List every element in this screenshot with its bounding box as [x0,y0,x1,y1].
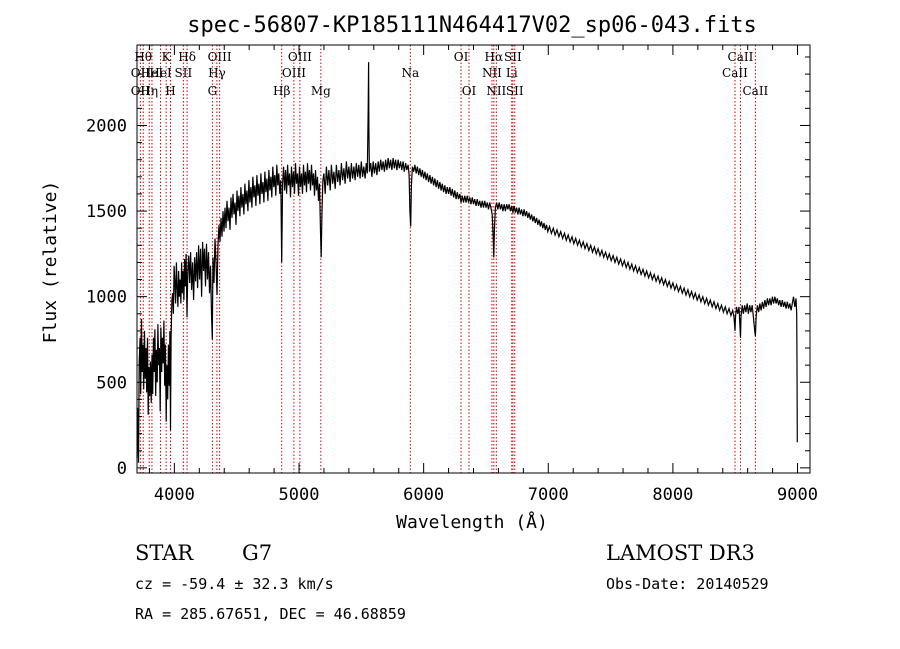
x-tick-label: 4000 [154,485,195,505]
axis-ticks [137,45,810,473]
line-marker-label: HeI [141,66,164,80]
line-marker-label: Hθ [134,50,152,64]
line-marker-label: NII [482,66,502,80]
line-marker-label: G [208,84,218,98]
line-markers [139,45,756,473]
coordinates-text: RA = 285.67651, DEC = 46.68859 [135,605,406,623]
line-marker-labels: HθOIIOIIHηHeIHeIKHSIIHδGHγOIIIHβOIIIOIII… [131,50,769,98]
redshift-text: cz = -59.4 ± 32.3 km/s [135,575,334,593]
line-marker-label: CaII [722,66,748,80]
line-marker-label: OIII [208,50,232,64]
chart-title: spec-56807-KP185111N464417V02_sp06-043.f… [187,13,757,38]
line-marker-label: OII [131,66,151,80]
y-tick-label: 0 [117,459,127,479]
line-marker-label: Mg [311,84,331,98]
line-marker-label: OI [462,84,477,98]
x-tick-label: 6000 [403,485,444,505]
object-class: STAR [135,541,194,565]
line-marker-label: Hγ [208,66,226,80]
y-tick-label: 1000 [86,288,127,308]
line-marker-label: Na [401,66,419,80]
line-marker-label: OI [454,50,469,64]
line-marker-label: Hβ [273,84,290,98]
line-marker-label: OIII [282,66,306,80]
line-marker-label: HeI [149,66,172,80]
line-marker-label: CaII [742,84,768,98]
x-axis-label: Wavelength (Å) [396,511,548,533]
line-marker-label: SII [175,66,193,80]
line-marker-label: Hη [140,84,158,98]
line-marker-label: Hα [485,50,504,64]
y-axis-label: Flux (relative) [40,181,61,344]
survey-name: LAMOST DR3 [606,541,755,565]
line-marker-label: SII [506,84,524,98]
y-tick-label: 1500 [86,202,127,222]
line-marker-label: OIII [288,50,312,64]
x-tick-label: 5000 [279,485,320,505]
x-tick-labels: 4000 5000 6000 7000 8000 9000 [154,485,818,505]
spectrum-line [136,62,798,463]
x-tick-label: 9000 [777,485,818,505]
x-tick-label: 8000 [652,485,693,505]
line-marker-label: K [162,50,172,64]
line-marker-label: Li [506,66,518,80]
obs-date-text: Obs-Date: 20140529 [606,575,769,593]
line-marker-label: NII [486,84,506,98]
x-tick-label: 7000 [528,485,569,505]
y-tick-labels: 0 500 1000 1500 2000 [86,116,127,478]
line-marker-label: SII [504,50,522,64]
plot-frame [136,44,811,474]
line-marker-label: CaII [728,50,754,64]
y-tick-label: 500 [96,373,127,393]
line-marker-label: H [165,84,175,98]
object-subclass: G7 [242,541,272,565]
y-tick-label: 2000 [86,116,127,136]
line-marker-label: Hδ [178,50,196,64]
